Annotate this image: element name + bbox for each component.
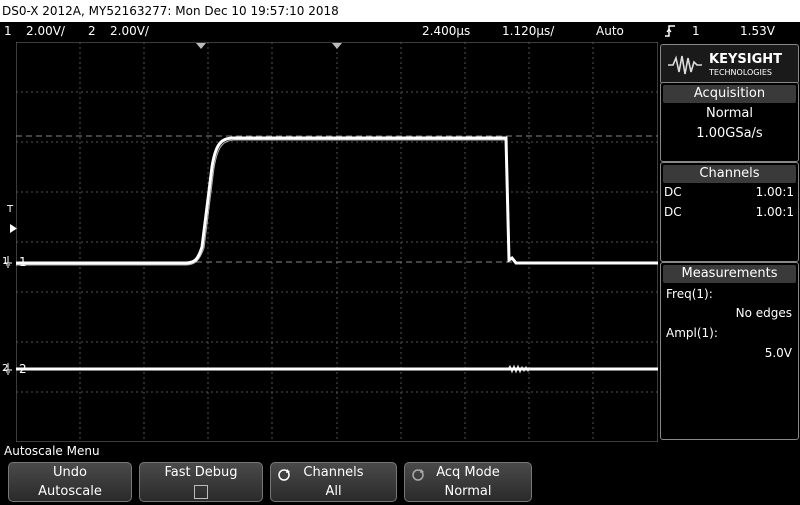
time-scale[interactable]: 1.120μs/ [502,24,555,38]
rising-edge-icon [664,24,676,44]
svg-text:2: 2 [2,363,8,374]
entry-knob-icon [278,469,290,481]
keysight-wave-icon [668,55,702,75]
measurements-panel[interactable]: Measurements Freq(1): No edges Ampl(1): … [660,262,799,440]
acquisition-panel[interactable]: Acquisition Normal 1.00GSa/s [660,82,799,162]
softkey-label: Undo [53,465,87,480]
acq-mode-button[interactable]: Acq Mode Normal [404,462,532,502]
acquisition-mode: Normal [705,106,754,121]
softkey-label: Channels [303,465,364,480]
logo-sub: TECHNOLOGIES [709,68,772,77]
ch1-level-label[interactable]: 1 [19,255,27,269]
softkey-label: Fast Debug [164,465,238,480]
ch1-trace [16,136,658,266]
entry-knob-icon [412,469,424,481]
logo-brand: KEYSIGHT [709,52,782,67]
svg-text:1: 1 [2,256,8,267]
window-title: DS0-X 2012A, MY52163277: Mon Dec 10 19:5… [0,0,800,22]
softkey-value: All [325,484,342,499]
ampl-label: Ampl(1): [666,326,718,340]
info-panel: KEYSIGHT TECHNOLOGIES Acquisition Normal… [660,42,800,442]
undo-autoscale-button[interactable]: Undo Autoscale [8,462,132,502]
ch2-level-label[interactable]: 2 [19,362,27,376]
ch1-coupling: DC [664,185,682,199]
acquisition-rate: 1.00GSa/s [696,126,763,141]
channels-button[interactable]: Channels All [270,462,397,502]
softkey-value: Normal [444,484,492,499]
fast-debug-button[interactable]: Fast Debug [139,462,263,502]
ch2-coupling: DC [664,205,682,219]
softkey-value: Autoscale [38,484,102,499]
channels-header: Channels [663,165,796,183]
ch1-probe: 1.00:1 [755,185,794,199]
freq-value: No edges [735,306,792,320]
waveform-display[interactable] [15,41,659,443]
fast-debug-checkbox[interactable] [194,485,208,499]
trigger-source[interactable]: 1 [692,24,700,38]
acquisition-header: Acquisition [663,85,796,103]
ch1-scale[interactable]: 2.00V/ [26,24,65,38]
freq-label: Freq(1): [666,287,713,301]
time-offset[interactable]: 2.400μs [422,24,471,38]
menu-title: Autoscale Menu [4,444,100,458]
status-bar: 1 2.00V/ 2 2.00V/ 2.400μs 1.120μs/ Auto … [0,22,800,41]
ch1-ground-icon: 1 [2,254,14,271]
softkey-label: Acq Mode [436,465,500,480]
trigger-marker: T [7,204,14,215]
trigger-mode[interactable]: Auto [596,24,624,38]
ch2-trace [16,364,658,374]
ch2-number[interactable]: 2 [88,24,96,38]
trigger-position-icon [10,218,17,237]
channels-panel[interactable]: Channels DC 1.00:1 DC 1.00:1 [660,162,799,262]
keysight-logo: KEYSIGHT TECHNOLOGIES [660,44,799,84]
measurements-header: Measurements [663,265,796,283]
ch2-scale[interactable]: 2.00V/ [110,24,149,38]
ch2-probe: 1.00:1 [755,205,794,219]
ch2-ground-icon: 2 [2,361,14,378]
ampl-value: 5.0V [764,346,792,360]
trigger-level[interactable]: 1.53V [740,24,775,38]
ch1-number[interactable]: 1 [4,24,12,38]
